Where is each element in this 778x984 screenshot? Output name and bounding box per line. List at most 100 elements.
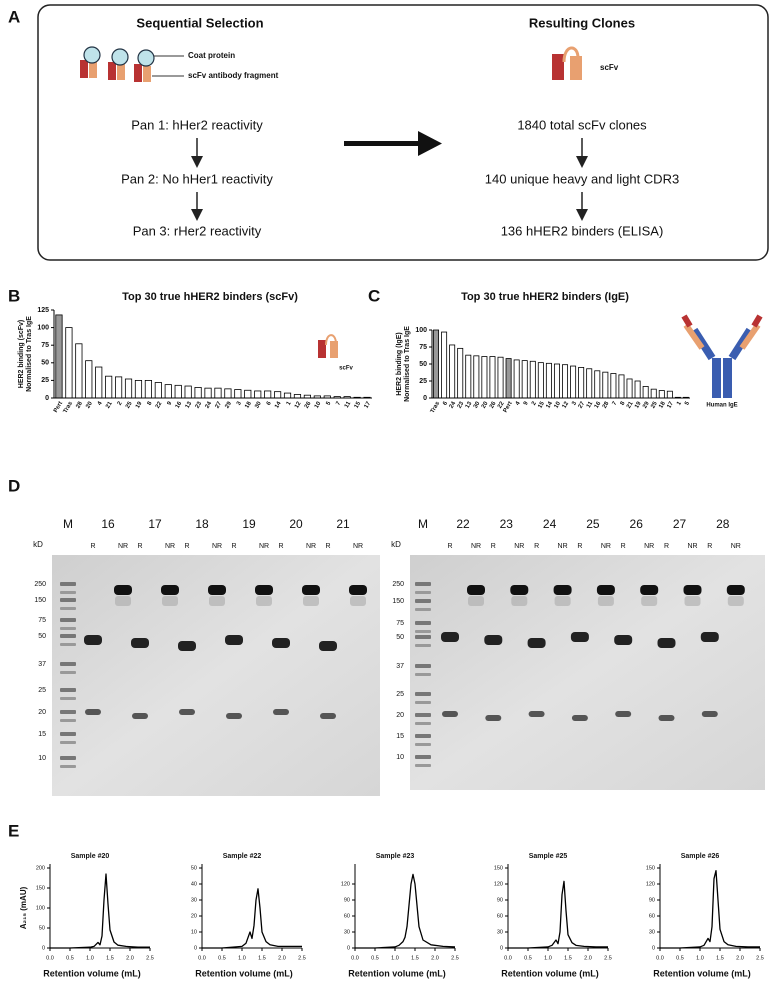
lane-label: R: [577, 543, 582, 550]
bar: [545, 362, 552, 399]
lane-label: M: [418, 517, 428, 531]
bar: [65, 327, 73, 399]
x-tick-label: 28: [602, 400, 611, 409]
lane-label: 21: [336, 517, 350, 531]
ladder-band: [60, 643, 76, 646]
band: [272, 638, 290, 648]
x-tick-label: 4: [515, 400, 522, 406]
bar: [505, 358, 512, 399]
bar: [666, 390, 673, 399]
ladder-band: [60, 719, 76, 722]
band: [640, 585, 659, 595]
trace: [202, 888, 302, 949]
marker-label: 37: [38, 661, 46, 668]
y-tick-label: 40: [191, 881, 197, 887]
marker-label: 25: [38, 687, 46, 694]
band: [510, 585, 529, 595]
y-tick-label: 30: [649, 929, 655, 935]
lane-label: 24: [543, 517, 557, 531]
big-arrow: [344, 131, 442, 156]
band: [485, 715, 502, 721]
x-tick-label: 0.0: [351, 955, 359, 961]
bar: [553, 363, 560, 399]
x-tick-label: 7: [335, 400, 342, 406]
marker-label: 50: [396, 634, 404, 641]
band: [467, 585, 485, 595]
x-tick-label: 27: [215, 400, 224, 409]
band: [115, 596, 131, 606]
ladder-band: [415, 635, 431, 639]
lane-label: 25: [586, 517, 600, 531]
y-tick-label: 90: [497, 897, 503, 903]
x-axis-label: Retention volume (mL): [501, 968, 599, 978]
ladder-band: [415, 764, 431, 767]
ladder-band: [60, 756, 76, 760]
bar: [264, 390, 272, 399]
y-tick-label: 50: [41, 360, 49, 367]
y-tick-label: 30: [191, 897, 197, 903]
x-tick-label: 26: [489, 400, 498, 409]
band: [657, 638, 676, 648]
x-tick-label: 27: [578, 400, 587, 409]
band: [597, 596, 614, 606]
band: [554, 596, 571, 606]
ladder-band: [60, 765, 76, 768]
bar: [658, 390, 665, 399]
x-tick-label: 0.0: [198, 955, 206, 961]
lane-label: R: [325, 543, 330, 550]
scfv-icon: [552, 46, 582, 80]
band: [349, 585, 367, 595]
ladder-band: [60, 591, 76, 594]
band: [256, 596, 272, 606]
band: [484, 635, 503, 645]
x-tick-label: 1.0: [544, 955, 552, 961]
band: [527, 638, 546, 648]
x-tick-label: 14: [545, 400, 554, 409]
bar: [115, 376, 123, 399]
x-tick-label: 5: [684, 400, 691, 406]
panel-label: B: [8, 286, 20, 305]
x-tick-label: 22: [155, 400, 164, 409]
x-tick-label: 6: [442, 400, 449, 406]
lane-label: NR: [212, 543, 222, 550]
heading: Sequential Selection: [136, 15, 263, 30]
band: [700, 632, 719, 642]
marker-label: 15: [396, 733, 404, 740]
ladder-band: [60, 598, 76, 602]
lane-label: NR: [731, 543, 741, 550]
x-tick-label: 0.0: [656, 955, 664, 961]
band: [468, 596, 484, 606]
x-tick-label: 1: [676, 400, 683, 406]
lane-label: NR: [118, 543, 128, 550]
bar: [497, 356, 504, 399]
ladder-band: [60, 662, 76, 666]
step: Pan 2: No hHer1 reactivity: [121, 171, 273, 186]
bar: [164, 384, 172, 399]
bar: [214, 387, 222, 399]
legend-label: Coat protein: [188, 51, 235, 60]
x-tick-label: 2.5: [756, 955, 764, 961]
band: [131, 638, 149, 648]
ladder-band: [60, 618, 76, 622]
marker-label: 37: [396, 663, 404, 670]
bar: [274, 391, 282, 399]
y-axis-label: A₂₁₅ (mAU): [19, 886, 28, 929]
x-tick-label: 9: [167, 400, 174, 406]
x-tick-label: 28: [75, 400, 84, 409]
band: [179, 709, 195, 715]
x-tick-label: 21: [626, 400, 635, 409]
x-tick-label: 22: [497, 400, 506, 409]
band: [614, 635, 633, 645]
bar: [642, 386, 649, 399]
x-tick-label: 29: [642, 400, 651, 409]
band: [226, 713, 242, 719]
y-tick-label: 100: [37, 324, 49, 331]
lane-label: 19: [242, 517, 256, 531]
lane-label: 17: [148, 517, 162, 531]
y-tick-label: 60: [497, 913, 503, 919]
panel-label: E: [8, 821, 19, 840]
lane-label: M: [63, 517, 73, 531]
ladder-band: [415, 734, 431, 738]
band: [208, 585, 226, 595]
lane-label: 28: [716, 517, 730, 531]
